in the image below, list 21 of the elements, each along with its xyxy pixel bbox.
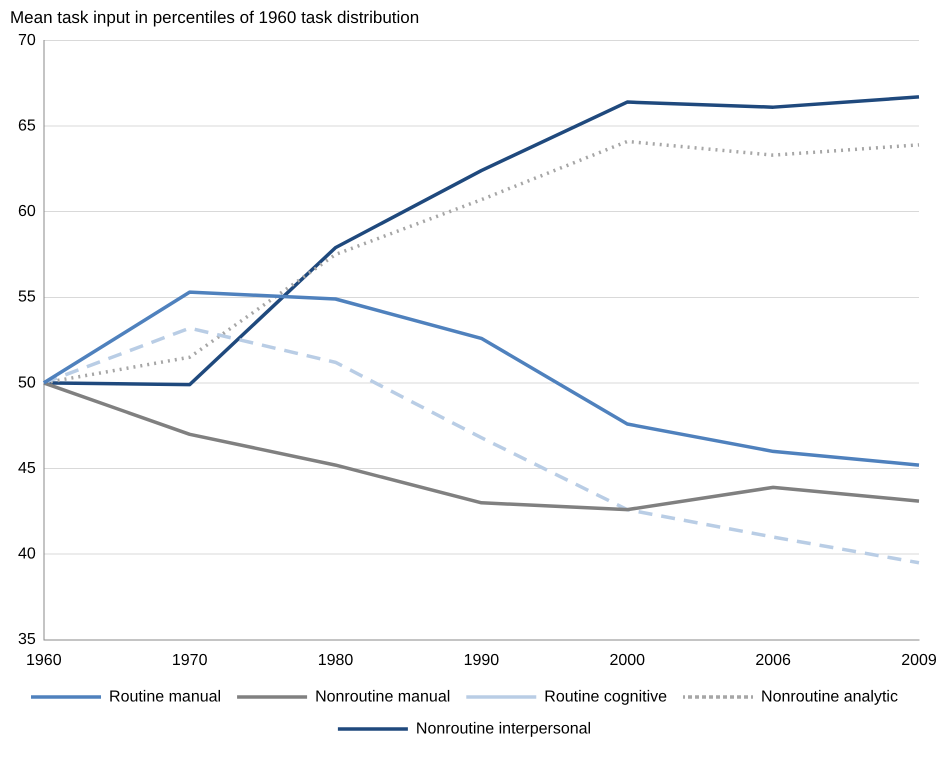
y-tick-label: 55 [18,288,36,306]
legend-label: Routine cognitive [544,688,668,706]
x-tick-label: 1980 [318,652,354,669]
x-tick-label: 1960 [26,652,62,669]
legend-label: Nonroutine analytic [761,688,898,706]
y-tick-label: 35 [18,631,36,648]
y-tick-label: 60 [18,203,36,220]
x-tick-label: 1990 [464,652,500,669]
legend-label: Nonroutine manual [315,688,450,706]
x-tick-label: 2006 [755,652,792,669]
x-tick-label: 2000 [609,652,646,669]
legend-label: Routine manual [109,688,222,706]
y-tick-label: 50 [18,374,36,392]
y-tick-label: 40 [18,546,36,563]
y-tick-label: 70 [18,32,36,49]
x-tick-label: 2009 [901,652,937,669]
chart-title: Mean task input in percentiles of 1960 task distribution [10,8,420,27]
x-tick-label: 1970 [172,652,208,669]
y-tick-label: 45 [18,460,36,477]
y-tick-label: 65 [18,117,36,134]
legend-label: Nonroutine interpersonal [416,720,592,738]
